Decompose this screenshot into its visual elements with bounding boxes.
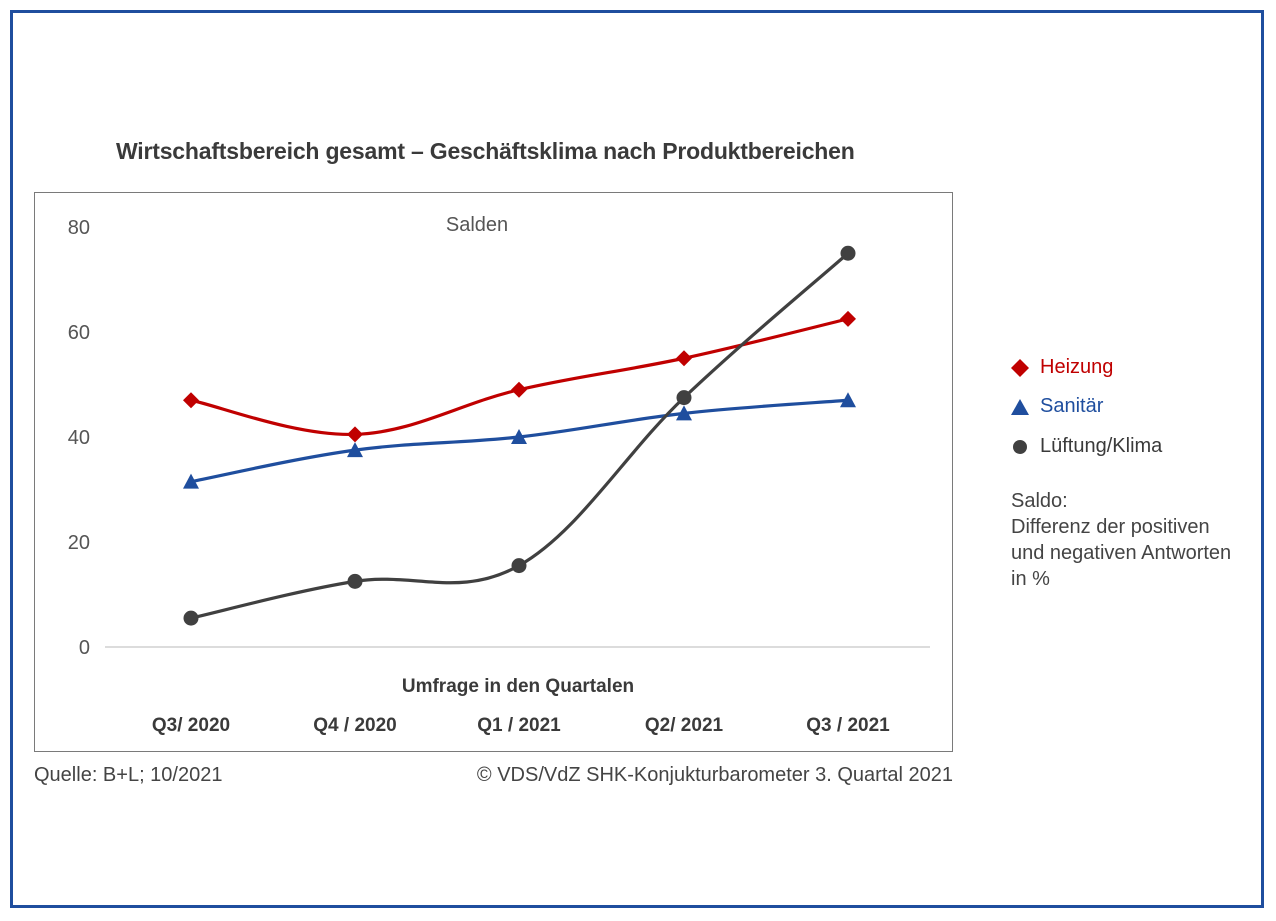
y-tick-label-80: 80 [68,217,90,239]
outer-frame [10,10,1264,908]
plot-area-frame [34,192,953,752]
saldo-note: Saldo: Differenz der positiven und negat… [1011,488,1231,592]
y-tick-label-20: 20 [68,532,90,554]
y-tick-label-0: 0 [79,637,90,659]
series-line-l-ftung-klima [190,252,850,620]
note-line-2: Differenz der positiven [1011,516,1210,538]
x-axis-title: Umfrage in den Quartalen [402,676,634,697]
x-tick-label-5: Q3 / 2021 [806,715,890,736]
chart-subtitle: Salden [446,214,508,236]
copyright-note: © VDS/VdZ SHK-Konjukturbarometer 3. Quar… [476,764,953,786]
data-point-sanit-r-5 [840,392,856,408]
data-point-heizung-4 [676,350,692,367]
data-point-l-ftung-klima-5 [840,245,856,261]
data-point-heizung-3 [511,381,527,398]
data-point-sanit-r-1 [183,473,199,489]
y-tick-label-40: 40 [68,427,90,449]
data-point-l-ftung-klima-4 [676,390,692,406]
data-point-sanit-r-4 [676,405,692,421]
legend-label-heizung: Heizung [1040,356,1114,378]
circle-marker-icon [1013,440,1027,454]
note-line-4: in % [1011,568,1050,590]
data-point-l-ftung-klima-1 [183,610,199,626]
data-point-l-ftung-klima-2 [347,573,363,589]
note-line-3: und negativen Antworten [1011,542,1232,564]
triangle-marker-icon [1011,399,1029,415]
diamond-marker-icon [1011,359,1029,377]
data-point-sanit-r-3 [511,429,527,444]
legend-label-lueftung-klima: Lüftung/Klima [1040,435,1163,457]
legend-label-sanitaer: Sanitär [1040,395,1104,417]
x-tick-label-3: Q1 / 2021 [477,715,561,736]
x-tick-label-2: Q4 / 2020 [313,715,396,736]
chart-title: Wirtschaftsbereich gesamt – Geschäftskli… [116,138,855,164]
y-tick-label-60: 60 [68,322,90,344]
data-point-heizung-5 [840,310,856,327]
data-point-sanit-r-2 [347,442,363,458]
x-tick-label-4: Q2/ 2021 [645,715,724,736]
x-tick-label-1: Q3/ 2020 [152,715,230,736]
data-point-heizung-2 [347,426,363,443]
source-note: Quelle: B+L; 10/2021 [34,764,223,786]
data-point-l-ftung-klima-3 [511,558,527,574]
note-line-1: Saldo: [1011,490,1068,512]
data-point-heizung-1 [183,392,199,409]
